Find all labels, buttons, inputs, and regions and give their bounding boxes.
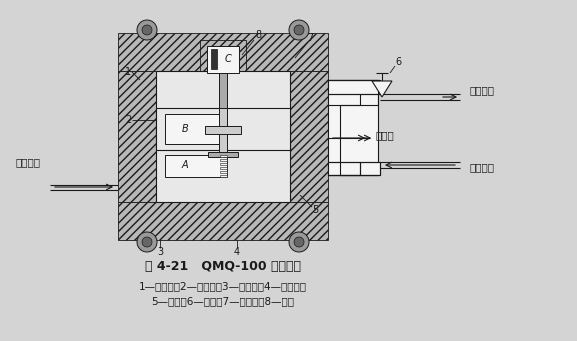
Bar xyxy=(220,163,227,165)
Bar xyxy=(156,108,290,150)
Bar xyxy=(208,152,238,157)
Text: 1—上阀体；2—中阀体；3—下阀体；4—排气口；: 1—上阀体；2—中阀体；3—下阀体；4—排气口； xyxy=(139,281,307,291)
Bar xyxy=(220,171,227,173)
Circle shape xyxy=(142,25,152,35)
Bar xyxy=(220,175,227,177)
Text: 图 4-21   QMQ-100 型气动阀: 图 4-21 QMQ-100 型气动阀 xyxy=(145,261,301,273)
Circle shape xyxy=(142,237,152,247)
Bar xyxy=(200,40,246,80)
Circle shape xyxy=(137,20,157,40)
Circle shape xyxy=(294,237,304,247)
Bar xyxy=(207,46,239,73)
Text: 接控制仪: 接控制仪 xyxy=(470,85,495,95)
Text: 排气孔: 排气孔 xyxy=(375,130,394,140)
Text: 信号气源: 信号气源 xyxy=(470,162,495,172)
Text: C: C xyxy=(224,54,231,64)
Circle shape xyxy=(289,232,309,252)
Polygon shape xyxy=(372,81,392,97)
Bar xyxy=(165,155,227,177)
Text: 6: 6 xyxy=(395,57,401,67)
Text: 2: 2 xyxy=(125,115,131,125)
Bar xyxy=(165,114,227,144)
Circle shape xyxy=(137,232,157,252)
Bar xyxy=(219,73,227,108)
Text: 5: 5 xyxy=(312,205,318,215)
Bar xyxy=(156,71,290,202)
Text: 8: 8 xyxy=(255,30,261,40)
Bar xyxy=(156,71,290,108)
Bar xyxy=(328,162,380,175)
Text: 接脉冲阀: 接脉冲阀 xyxy=(16,157,40,167)
Text: 4: 4 xyxy=(234,247,240,257)
Text: 5—挡板；6—针阀；7—膜片组；8—弹簧: 5—挡板；6—针阀；7—膜片组；8—弹簧 xyxy=(152,296,294,306)
Bar xyxy=(328,80,380,94)
Bar xyxy=(220,159,227,161)
Bar xyxy=(205,126,241,134)
Text: B: B xyxy=(182,124,188,134)
Bar xyxy=(118,33,328,71)
Bar xyxy=(219,108,227,153)
Bar xyxy=(118,202,328,240)
Text: 3: 3 xyxy=(157,247,163,257)
Text: 7: 7 xyxy=(307,33,313,43)
Bar xyxy=(220,155,227,157)
Bar xyxy=(211,49,217,69)
Bar xyxy=(328,80,378,175)
Bar xyxy=(156,150,290,202)
Bar xyxy=(290,71,328,202)
Bar xyxy=(118,71,156,202)
Text: A: A xyxy=(182,160,188,170)
Circle shape xyxy=(289,20,309,40)
Bar xyxy=(220,167,227,169)
Text: 1: 1 xyxy=(125,67,131,77)
Circle shape xyxy=(294,25,304,35)
